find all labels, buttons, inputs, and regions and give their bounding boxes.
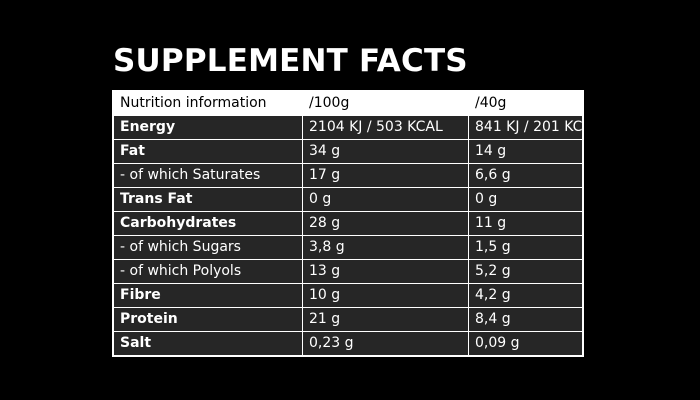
row-label: - of which Saturates [112,163,303,188]
row-value-per-100g: 3,8 g [302,235,469,260]
row-label: Fat [112,139,303,164]
row-label: Salt [112,331,303,357]
table-row-polyols: - of which Polyols 13 g 5,2 g [112,259,584,284]
table-row-trans-fat: Trans Fat 0 g 0 g [112,187,584,212]
row-label: Energy [112,115,303,140]
table-row-protein: Protein 21 g 8,4 g [112,307,584,332]
row-value-per-100g: 28 g [302,211,469,236]
nutrition-table: Nutrition information /100g /40g Energy … [112,90,584,357]
table-row-fat: Fat 34 g 14 g [112,139,584,164]
row-label: - of which Polyols [112,259,303,284]
header-label: Nutrition information [112,90,303,116]
table-row-salt: Salt 0,23 g 0,09 g [112,331,584,357]
row-label: Fibre [112,283,303,308]
row-value-per-serving: 6,6 g [468,163,584,188]
table-row-saturates: - of which Saturates 17 g 6,6 g [112,163,584,188]
row-value-per-serving: 841 KJ / 201 KCAL [468,115,584,140]
header-per-100g: /100g [302,90,469,116]
row-value-per-serving: 0,09 g [468,331,584,357]
row-label: Protein [112,307,303,332]
row-value-per-serving: 0 g [468,187,584,212]
row-value-per-100g: 10 g [302,283,469,308]
nutrition-table-body: Nutrition information /100g /40g Energy … [112,90,584,357]
row-label: - of which Sugars [112,235,303,260]
row-value-per-serving: 11 g [468,211,584,236]
row-value-per-100g: 21 g [302,307,469,332]
row-value-per-100g: 34 g [302,139,469,164]
row-value-per-100g: 2104 KJ / 503 KCAL [302,115,469,140]
row-label: Trans Fat [112,187,303,212]
page-title: SUPPLEMENT FACTS [113,43,468,79]
row-value-per-100g: 0 g [302,187,469,212]
table-row-fibre: Fibre 10 g 4,2 g [112,283,584,308]
table-row-carbohydrates: Carbohydrates 28 g 11 g [112,211,584,236]
row-value-per-serving: 4,2 g [468,283,584,308]
header-per-serving: /40g [468,90,584,116]
row-value-per-100g: 17 g [302,163,469,188]
row-value-per-serving: 14 g [468,139,584,164]
row-value-per-100g: 0,23 g [302,331,469,357]
row-value-per-serving: 5,2 g [468,259,584,284]
row-value-per-100g: 13 g [302,259,469,284]
table-row-sugars: - of which Sugars 3,8 g 1,5 g [112,235,584,260]
row-value-per-serving: 8,4 g [468,307,584,332]
table-header-row: Nutrition information /100g /40g [112,90,584,116]
table-row-energy: Energy 2104 KJ / 503 KCAL 841 KJ / 201 K… [112,115,584,140]
row-value-per-serving: 1,5 g [468,235,584,260]
row-label: Carbohydrates [112,211,303,236]
